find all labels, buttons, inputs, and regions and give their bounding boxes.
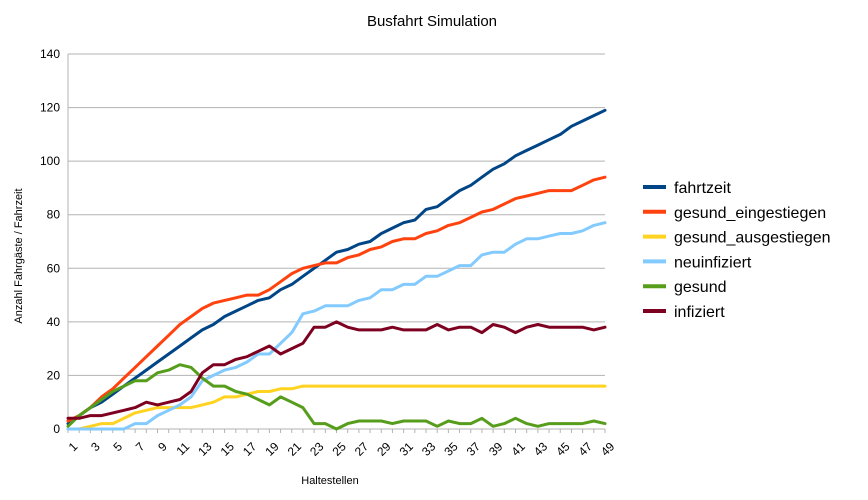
x-tick-label: 13: [195, 439, 215, 459]
legend-label: infiziert: [674, 304, 725, 321]
legend-label: gesund_ausgestiegen: [674, 230, 831, 247]
x-tick-label: 43: [531, 439, 551, 459]
legend-label: gesund: [674, 279, 727, 296]
legend-item: gesund_ausgestiegen: [643, 230, 831, 247]
y-tick-label: 140: [40, 47, 60, 61]
x-tick-label: 47: [576, 439, 596, 459]
y-tick-label: 20: [47, 368, 61, 382]
legend-item: neuinfiziert: [643, 254, 752, 271]
legend-item: fahrtzeit: [643, 180, 731, 197]
x-tick-label: 29: [374, 439, 394, 459]
y-tick-label: 80: [47, 208, 61, 222]
y-tick-label: 100: [40, 154, 60, 168]
legend-label: fahrtzeit: [674, 180, 731, 197]
x-tick-label: 27: [352, 439, 372, 459]
x-tick-label: 9: [155, 439, 170, 454]
legend-label: neuinfiziert: [674, 254, 752, 271]
y-axis-label: Anzahl Fahrgäste / Fahrzeit: [13, 188, 25, 323]
series-line-infiziert: [66, 320, 607, 420]
x-axis-label: Haltestellen: [301, 475, 358, 487]
y-tick-label: 40: [47, 315, 61, 329]
series-line-gesund-eingestiegen: [66, 175, 607, 423]
chart-title: Busfahrt Simulation: [367, 13, 497, 30]
x-tick-label: 15: [218, 439, 238, 459]
y-tick-label: 0: [53, 422, 60, 436]
x-tick-label: 25: [329, 439, 349, 459]
x-tick-label: 49: [598, 439, 618, 459]
x-tick-label: 11: [174, 439, 193, 458]
x-tick-label: 5: [110, 439, 125, 454]
legend: fahrtzeit gesund_eingestiegen gesund_ausge…: [643, 180, 831, 321]
legend-item: gesund: [643, 279, 727, 296]
x-tick-label: 41: [508, 439, 528, 459]
x-tick-label: 33: [419, 439, 439, 459]
x-tick-label: 7: [133, 439, 148, 454]
x-tick-label: 21: [285, 439, 305, 459]
x-tick-label: 37: [464, 439, 484, 459]
series-lines: [66, 108, 607, 431]
legend-item: infiziert: [643, 304, 725, 321]
y-tick-label: 60: [47, 261, 61, 275]
y-axis-ticks: 0 20 40 60 80 100 120 140: [40, 47, 60, 436]
series-line-gesund-ausgestiegen: [66, 384, 607, 431]
x-tick-label: 17: [240, 439, 260, 459]
x-tick-label: 39: [486, 439, 506, 459]
series-line-fahrtzeit: [66, 108, 607, 426]
legend-label: gesund_eingestiegen: [674, 205, 826, 222]
x-axis-ticks: 1 3 5 7 9 11 13 15 17 19 21 23 25 27 29 31 33 35 37 39 41 43 4…: [66, 429, 618, 459]
x-tick-label: 3: [88, 439, 103, 454]
x-tick-label: 31: [397, 439, 417, 459]
x-tick-label: 35: [441, 439, 461, 459]
y-tick-label: 120: [40, 101, 60, 115]
series-line-gesund: [66, 363, 607, 431]
x-tick-label: 19: [262, 439, 282, 459]
x-tick-label: 45: [553, 439, 573, 459]
legend-item: gesund_eingestiegen: [643, 205, 826, 222]
series-line-neuinfiziert: [66, 221, 607, 431]
x-tick-label: 23: [307, 439, 327, 459]
x-tick-label: 1: [66, 439, 81, 454]
